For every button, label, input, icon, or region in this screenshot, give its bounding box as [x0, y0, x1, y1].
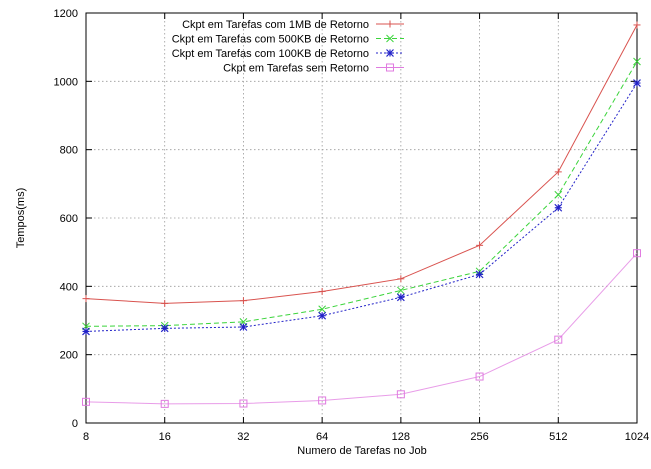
data-point-plus: [161, 299, 169, 307]
legend-item-2: Ckpt em Tarefas com 500KB de Retorno: [172, 34, 404, 46]
y-axis-title: Tempos(ms): [15, 188, 27, 249]
data-point-plus: [476, 241, 484, 249]
grid-layer: [86, 13, 637, 423]
series-4: [82, 249, 641, 408]
marker-stroke: [633, 79, 641, 87]
marker-stroke: [318, 311, 327, 320]
marker-stroke: [397, 286, 405, 295]
data-point-plus: [239, 297, 247, 305]
marker-stroke: [396, 293, 405, 302]
data-point-star: [554, 203, 563, 212]
data-point-cross: [386, 34, 394, 43]
x-tick-label: 128: [392, 431, 410, 443]
y-tick-label: 1200: [54, 8, 78, 20]
marker-stroke: [160, 324, 169, 333]
data-point-square: [82, 397, 90, 406]
data-point-plus: [82, 295, 90, 303]
data-point-square: [386, 63, 394, 72]
x-tick-label: 32: [237, 431, 249, 443]
data-point-plus: [318, 287, 326, 295]
series-line: [85, 24, 638, 304]
marker-stroke: [475, 270, 484, 279]
data-point-star: [318, 311, 327, 320]
legend-label: Ckpt em Tarefas com 1MB de Retorno: [182, 19, 369, 31]
y-tick-label: 200: [60, 350, 78, 362]
data-point-star: [633, 79, 641, 87]
data-point-star: [160, 324, 169, 333]
data-point-star: [386, 49, 394, 57]
data-point-cross: [397, 286, 405, 295]
x-tick-label: 512: [549, 431, 567, 443]
data-point-square: [239, 399, 248, 408]
marker-stroke: [386, 49, 394, 57]
data-point-square: [475, 372, 484, 381]
series-3: [82, 79, 641, 336]
marker-stroke: [554, 190, 563, 199]
legend-item-4: Ckpt em Tarefas sem Retorno: [223, 63, 404, 75]
marker-stroke: [239, 323, 248, 331]
data-point-cross: [318, 305, 326, 314]
legend-item-3: Ckpt em Tarefas com 100KB de Retorno: [172, 48, 404, 60]
data-point-plus: [397, 275, 405, 283]
data-point-star: [396, 293, 405, 302]
data-point-plus: [633, 21, 641, 29]
data-point-square: [396, 390, 405, 399]
x-axis-title: Numero de Tarefas no Job: [297, 445, 426, 457]
legend-label: Ckpt em Tarefas sem Retorno: [223, 63, 369, 75]
series-1: [82, 21, 641, 307]
x-tick-label: 64: [316, 431, 328, 443]
marker-stroke: [318, 305, 326, 314]
series-2: [82, 57, 641, 331]
marker-stroke: [633, 57, 641, 66]
marker-stroke: [386, 34, 394, 43]
legend-label: Ckpt em Tarefas com 100KB de Retorno: [172, 48, 369, 60]
x-tick-label: 1024: [625, 431, 649, 443]
legend-item-1: Ckpt em Tarefas com 1MB de Retorno: [182, 19, 404, 31]
x-tick-label: 8: [83, 431, 89, 443]
data-point-star: [475, 270, 484, 279]
data-point-square: [633, 249, 641, 258]
series-line: [85, 82, 638, 332]
axis-layer: 0 200 400 600 800 1000 1200 8 16 32 64 128 256 512 102…: [54, 8, 650, 443]
data-point-plus: [386, 20, 394, 28]
y-tick-label: 1000: [54, 76, 78, 88]
data-point-cross: [633, 57, 641, 66]
data-point-square: [318, 396, 327, 405]
data-point-star: [239, 323, 248, 331]
x-tick-label: 16: [159, 431, 171, 443]
data-point-star: [82, 327, 90, 336]
series-line: [85, 61, 638, 327]
series-line: [85, 252, 638, 405]
series-layer: [82, 21, 641, 408]
marker-stroke: [554, 203, 563, 212]
y-tick-label: 400: [60, 281, 78, 293]
legend: Ckpt em Tarefas com 1MB de Retorno Ckpt e…: [172, 19, 404, 75]
data-point-plus: [554, 168, 562, 176]
data-point-square: [160, 399, 169, 408]
y-tick-label: 800: [60, 145, 78, 157]
legend-label: Ckpt em Tarefas com 500KB de Retorno: [172, 34, 369, 46]
y-tick-label: 0: [72, 418, 78, 430]
y-tick-label: 600: [60, 213, 78, 225]
marker-stroke: [82, 327, 90, 336]
data-point-cross: [554, 190, 563, 199]
data-point-square: [554, 335, 563, 344]
x-tick-label: 256: [470, 431, 488, 443]
